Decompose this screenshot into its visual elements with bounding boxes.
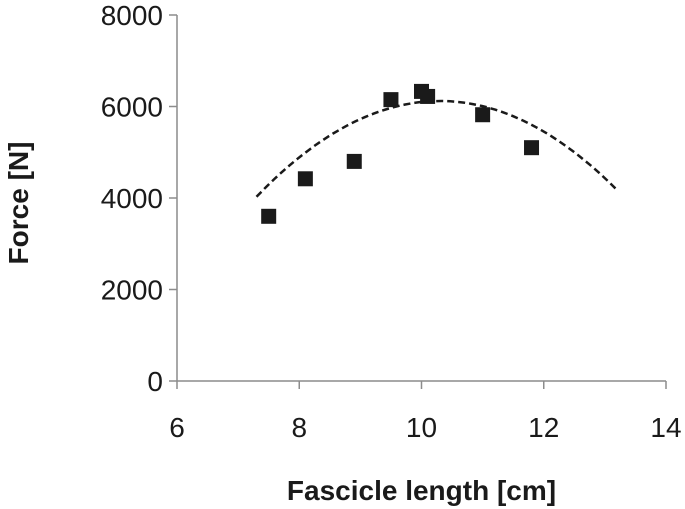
axes [176,15,666,382]
data-point [383,92,399,108]
y-tick-label: 4000 [101,183,163,214]
trend-curve [255,99,618,198]
y-axis-title: Force [N] [3,142,34,265]
y-ticks: 0 2000 4000 6000 8000 [101,0,177,397]
data-point [524,140,540,156]
x-tick-label: 10 [406,412,437,443]
data-point [420,88,436,104]
data-point [261,208,277,224]
x-axis-title: Fascicle length [cm] [287,475,556,506]
x-tick-label: 8 [291,412,307,443]
y-tick-label: 6000 [101,92,163,123]
y-tick-label: 2000 [101,275,163,306]
x-tick-label: 12 [528,412,559,443]
data-point [297,171,313,187]
data-point [346,153,362,169]
data-point [475,107,491,123]
x-tick-label: 14 [650,412,681,443]
y-tick-label: 8000 [101,0,163,31]
x-tick-label: 6 [169,412,185,443]
x-ticks: 6 8 10 12 14 [169,381,682,443]
y-tick-label: 0 [147,366,163,397]
data-points [261,83,540,224]
